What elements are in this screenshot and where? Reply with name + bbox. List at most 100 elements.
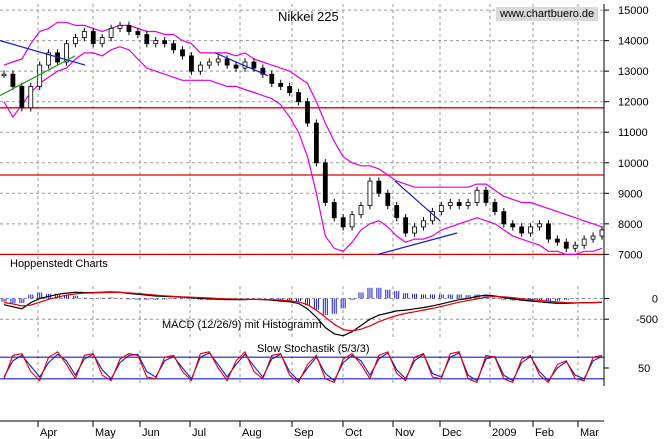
trend-line-blue: [0, 40, 86, 66]
price-candle: [340, 217, 346, 228]
price-candle: [537, 223, 542, 228]
stochastic-title: Slow Stochastik (5/3/3): [257, 343, 370, 355]
price-candle: [117, 24, 123, 29]
y-tick-label: 11000: [618, 127, 648, 139]
x-tick-label: Oct: [345, 427, 362, 439]
x-tick-label: Jul: [192, 427, 206, 439]
price-candle: [162, 40, 168, 45]
price-candle: [528, 226, 533, 234]
price-candle: [331, 202, 337, 219]
price-candle: [64, 43, 69, 63]
y-tick-label: 15000: [618, 5, 649, 17]
y-tick-label: 10000: [618, 158, 649, 170]
price-candle: [28, 86, 34, 109]
price-candle: [456, 202, 462, 206]
price-candle: [99, 37, 105, 45]
price-candle: [394, 205, 400, 219]
price-candle: [403, 217, 409, 234]
price-candle: [269, 73, 275, 84]
price-candle: [421, 220, 426, 228]
price-candle: [19, 86, 25, 109]
trend-line-blue: [214, 52, 269, 77]
price-candle: [233, 64, 239, 69]
price-candle: [510, 223, 516, 228]
price-candle: [313, 122, 319, 164]
price-candle: [563, 241, 569, 249]
price-candle: [546, 223, 551, 240]
y-tick-label: 9000: [618, 188, 642, 200]
macd-signal-line: [3, 291, 603, 332]
trend-line-green: [0, 55, 76, 97]
price-candle: [554, 238, 560, 243]
y-tick-label: 7000: [618, 249, 642, 261]
price-candle: [81, 31, 87, 38]
x-tick-label: May: [95, 427, 116, 439]
y-tick-label: 13000: [618, 66, 649, 78]
x-tick-label: Dec: [442, 427, 462, 439]
publisher-note: Hoppenstedt Charts: [10, 258, 108, 270]
price-candle: [215, 58, 221, 63]
price-candle: [412, 226, 417, 234]
trend-line-blue: [394, 180, 441, 222]
chart-title: Nikkei 225: [278, 9, 339, 24]
price-candle: [385, 192, 391, 206]
price-candle: [438, 205, 444, 213]
price-candle: [180, 49, 185, 57]
x-tick-label: Jun: [142, 427, 160, 439]
price-candle: [322, 162, 328, 203]
price-candle: [73, 37, 78, 45]
macd-title: MACD (12/26/9) mit Histogramm: [162, 319, 322, 331]
y-tick-label: -500: [636, 314, 658, 326]
price-candle: [501, 211, 507, 225]
price-candle: [224, 58, 230, 66]
y-tick-label: 8000: [618, 219, 642, 231]
price-candle: [296, 92, 301, 103]
price-candle: [349, 214, 355, 228]
price-candle: [108, 28, 114, 38]
trend-line-blue: [377, 232, 458, 255]
price-candle: [519, 226, 525, 234]
x-tick-label: Apr: [40, 427, 57, 439]
price-candle: [492, 202, 498, 213]
price-candle: [10, 73, 16, 87]
price-candle: [287, 86, 293, 93]
y-tick-label: 0: [652, 293, 658, 305]
bollinger-lower-line: [3, 46, 603, 255]
price-candle: [153, 40, 159, 45]
price-candle: [367, 180, 373, 206]
price-candle: [447, 202, 453, 206]
price-candle: [474, 189, 480, 203]
price-candle: [572, 244, 578, 249]
x-tick-label: 2009: [492, 427, 516, 439]
price-candle: [358, 205, 364, 216]
source-watermark: www.chartbuero.de: [496, 7, 599, 21]
x-tick-label: Feb: [535, 427, 554, 439]
y-tick-label: 12000: [618, 97, 649, 109]
x-tick-label: Nov: [395, 427, 415, 439]
price-candle: [590, 235, 596, 240]
price-candle: [260, 67, 266, 75]
price-candle: [171, 43, 176, 51]
price-candle: [599, 229, 605, 237]
price-candle: [135, 31, 141, 35]
x-tick-label: Mar: [580, 427, 599, 439]
price-candle: [189, 55, 194, 72]
price-candle: [376, 180, 382, 194]
y-tick-label: 14000: [618, 36, 649, 48]
price-candle: [90, 31, 96, 45]
stochastic-k-line: [3, 350, 603, 384]
y-tick-label: 50: [638, 363, 650, 375]
price-candle: [206, 61, 212, 66]
price-candle: [1, 73, 7, 77]
price-candle: [144, 34, 150, 45]
price-candle: [251, 61, 257, 69]
price-candle: [465, 202, 471, 206]
bollinger-upper-line: [3, 21, 603, 228]
price-candle: [305, 101, 310, 124]
price-candle: [278, 82, 284, 87]
price-candle: [581, 238, 587, 246]
price-candle: [197, 64, 203, 72]
x-tick-label: Aug: [242, 427, 262, 439]
